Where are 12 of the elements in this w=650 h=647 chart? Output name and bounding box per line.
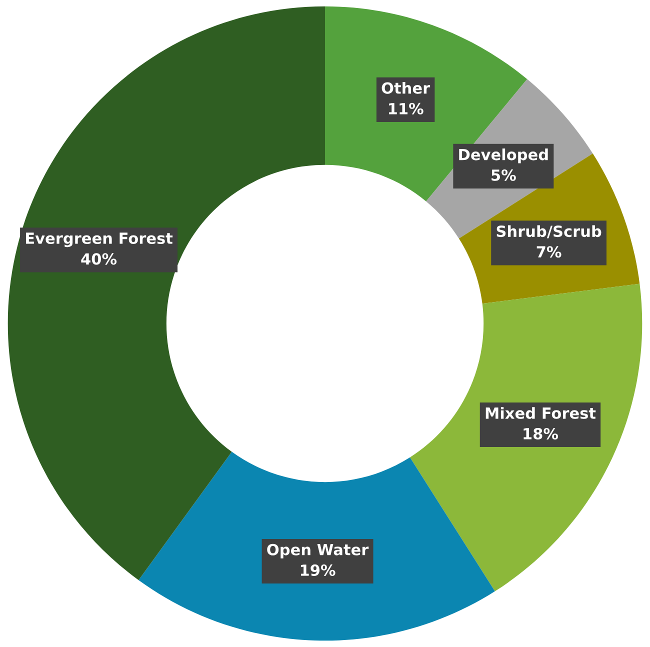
data-label: 19%: [300, 564, 336, 576]
slice-label: Evergreen Forest: [26, 232, 173, 248]
slice-label: Developed: [459, 148, 548, 164]
slice-label: Open Water: [267, 544, 369, 558]
slice-label: Shrub/Scrub: [496, 225, 602, 238]
data-label: 7%: [536, 246, 562, 258]
slice-label: Other: [382, 82, 430, 94]
data-label: 40%: [81, 253, 117, 265]
data-label: 11%: [389, 102, 424, 114]
data-label: 5%: [492, 169, 516, 181]
slice-label: Mixed Forest: [486, 407, 596, 419]
data-label: 18%: [524, 428, 558, 440]
